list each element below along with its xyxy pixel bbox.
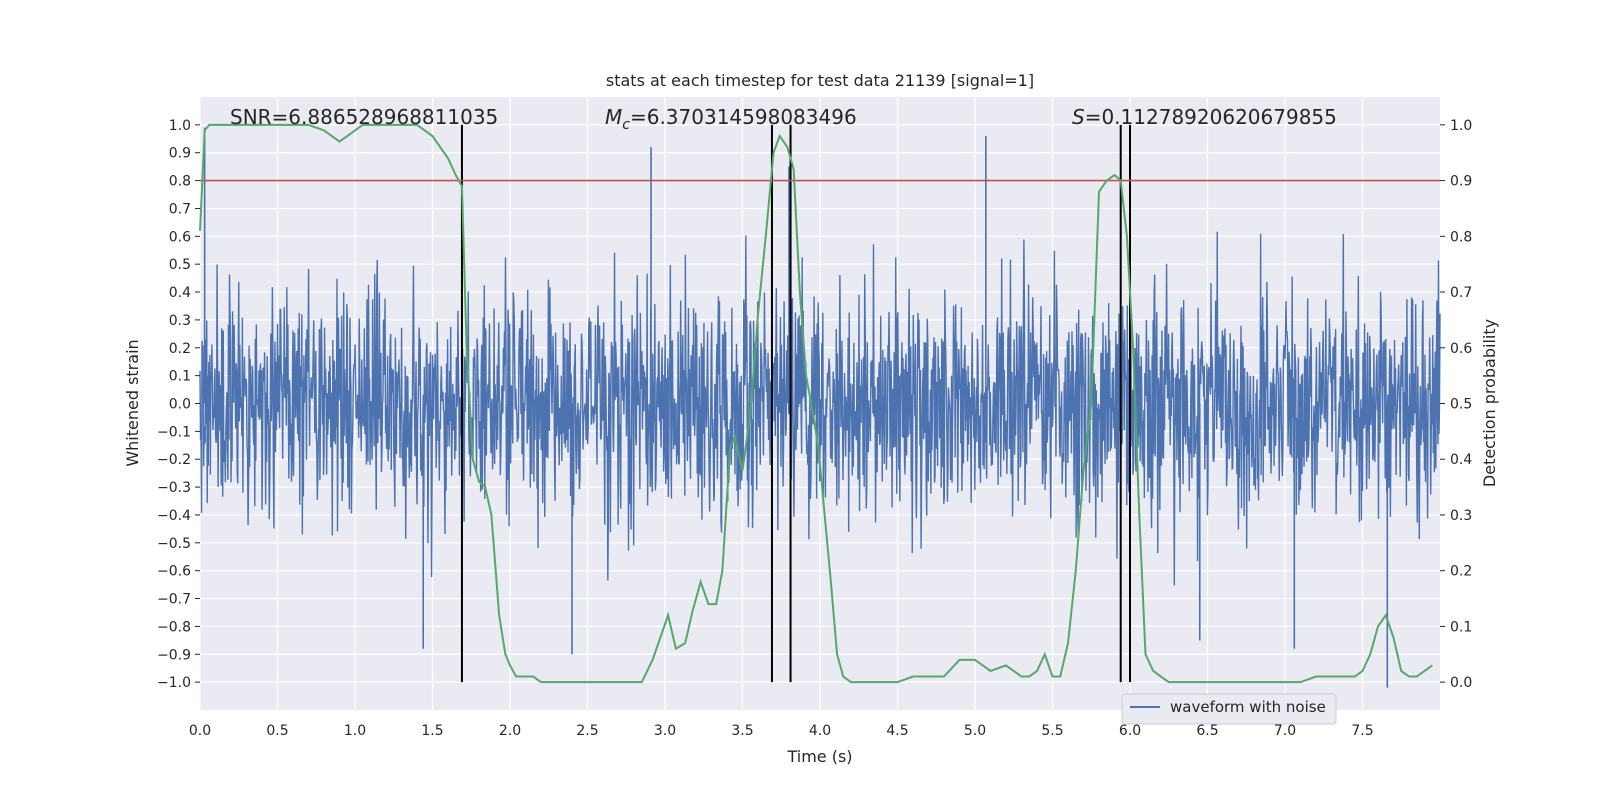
y-right-tick-label: 1.0	[1450, 118, 1472, 134]
x-tick-label: 5.5	[1041, 723, 1063, 739]
legend-box	[1121, 693, 1337, 725]
chirp-mass-annotation: Mc=6.370314598083496	[605, 105, 857, 133]
snr-annotation: SNR=6.886528968811035	[230, 105, 498, 129]
y-left-tick-label: 0.0	[169, 397, 191, 413]
y-left-tick-label: 0.2	[169, 341, 191, 357]
x-tick-label: 1.0	[344, 723, 366, 739]
x-tick-label: 1.5	[421, 723, 443, 739]
probability-line	[199, 123, 1433, 684]
y-left-tick-label: 0.3	[169, 313, 191, 329]
y-left-tick-label: −0.8	[157, 619, 191, 635]
y-right-tick-label: 0.0	[1450, 675, 1472, 691]
chirp-mass-symbol: M	[605, 105, 622, 129]
y-left-tick-label: 0.5	[169, 257, 191, 273]
y-left-tick-label: −0.6	[157, 564, 191, 580]
y-right-tick-label: 0.4	[1450, 452, 1472, 468]
s-value: =0.11278920620679855	[1085, 105, 1337, 129]
y-right-tick-label: 0.5	[1450, 397, 1472, 413]
y-right-tick-label: 0.7	[1450, 285, 1472, 301]
probability-series	[199, 123, 1433, 684]
chirp-mass-value: =6.370314598083496	[630, 105, 857, 129]
y-right-ticks: 0.0 0.1 0.2 0.3 0.4 0.5 0.6 0.7 0.8 0.9 1.0	[1440, 118, 1472, 691]
y-left-tick-label: 0.6	[169, 229, 191, 245]
y-left-tick-label: −0.1	[157, 424, 191, 440]
y-left-tick-label: 1.0	[169, 118, 191, 134]
y-left-tick-label: 0.7	[169, 201, 191, 217]
y-right-tick-label: 0.8	[1450, 229, 1472, 245]
legend-waveform-label: waveform with noise	[1170, 698, 1326, 716]
y-left-tick-label: −0.5	[157, 536, 191, 552]
y-right-tick-label: 0.1	[1450, 619, 1472, 635]
y-left-tick-label: −0.9	[157, 647, 191, 663]
x-ticks: 0.0 0.5 1.0 1.5 2.0 2.5 3.0 3.5 4.0 4.5 5.0 5.5 6.0 6…	[189, 723, 1374, 739]
y-right-tick-label: 0.2	[1450, 564, 1472, 580]
x-tick-label: 7.0	[1274, 723, 1296, 739]
y-right-tick-label: 0.9	[1450, 174, 1472, 190]
chirp-mass-subscript: c	[622, 117, 630, 133]
chart-title: stats at each timestep for test data 211…	[606, 71, 1034, 90]
y-left-tick-label: −0.7	[157, 592, 191, 608]
x-axis-label: Time (s)	[786, 747, 852, 766]
waveform-line	[199, 231, 1441, 586]
y-right-axis-label: Detection probability	[1480, 319, 1499, 487]
y-left-tick-label: −0.4	[157, 508, 191, 524]
y-left-tick-label: 0.1	[169, 369, 191, 385]
y-left-axis-label: Whitened strain	[123, 339, 142, 466]
y-left-tick-label: 0.9	[169, 146, 191, 162]
vertical-markers	[460, 124, 1131, 683]
x-tick-label: 7.5	[1351, 723, 1373, 739]
x-tick-label: 3.5	[731, 723, 753, 739]
y-left-tick-label: −1.0	[157, 675, 191, 691]
y-left-tick-label: −0.2	[157, 452, 191, 468]
x-tick-label: 6.0	[1119, 723, 1141, 739]
y-right-tick-label: 0.6	[1450, 341, 1472, 357]
y-left-tick-label: −0.3	[157, 480, 191, 496]
y-left-tick-label: 0.4	[169, 285, 191, 301]
x-tick-label: 0.0	[189, 723, 211, 739]
x-tick-label: 4.5	[886, 723, 908, 739]
y-right-tick-label: 0.3	[1450, 508, 1472, 524]
legend: waveform with noise	[1121, 693, 1337, 725]
x-tick-label: 5.0	[964, 723, 986, 739]
x-tick-label: 3.0	[654, 723, 676, 739]
y-left-ticks: −1.0 −0.9 −0.8 −0.7 −0.6 −0.5 −0.4 −0.3 −0.2 −0.1…	[157, 118, 200, 691]
y-left-tick-label: 0.8	[169, 174, 191, 190]
s-symbol: S	[1072, 105, 1085, 129]
x-tick-label: 6.5	[1196, 723, 1218, 739]
x-tick-label: 4.0	[809, 723, 831, 739]
x-tick-label: 2.0	[499, 723, 521, 739]
x-tick-label: 0.5	[266, 723, 288, 739]
x-tick-label: 2.5	[576, 723, 598, 739]
s-annotation: S=0.11278920620679855	[1072, 105, 1337, 129]
